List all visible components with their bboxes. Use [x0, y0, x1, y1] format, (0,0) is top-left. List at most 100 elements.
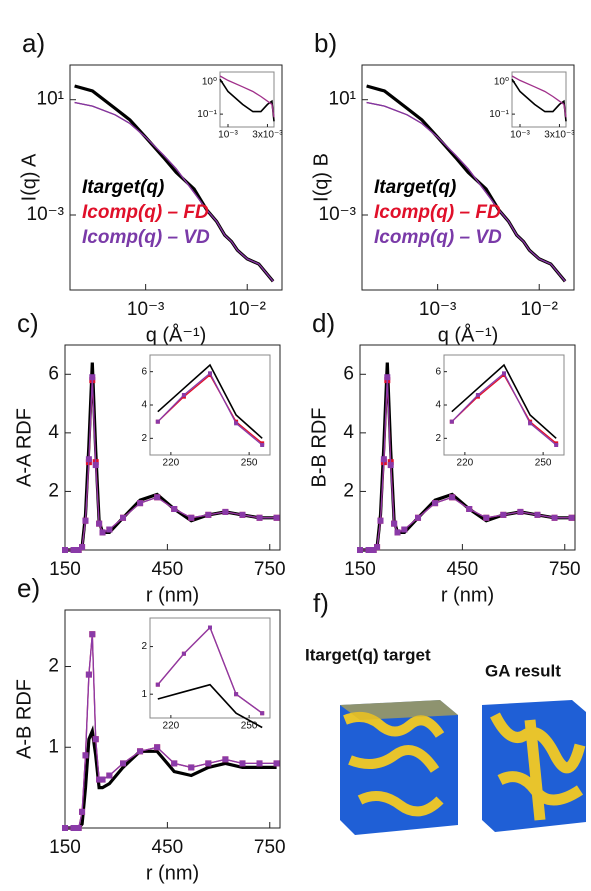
- inset-chart: 220 250 1 2: [141, 617, 271, 732]
- marker: [79, 544, 86, 551]
- marker: [70, 547, 77, 553]
- marker: [475, 393, 480, 397]
- marker: [234, 421, 239, 426]
- y-tick-label: 10¹: [37, 89, 64, 110]
- x-tick-label: 750: [549, 559, 581, 580]
- marker: [85, 671, 92, 678]
- y-tick-label: 4: [435, 400, 441, 411]
- marker: [260, 711, 265, 716]
- marker: [75, 825, 82, 831]
- y-tick-label: 6: [435, 366, 441, 377]
- marker: [466, 506, 473, 512]
- marker: [155, 419, 160, 424]
- marker: [155, 682, 160, 687]
- y-tick-label: 10⁰: [202, 76, 217, 87]
- marker: [528, 421, 533, 426]
- x-tick-label: 10⁻³: [419, 299, 457, 320]
- marker: [106, 526, 113, 533]
- inset-chart: 220 250 2 4 6: [141, 354, 271, 469]
- plot-frame: [443, 354, 565, 456]
- marker: [502, 371, 506, 376]
- marker: [188, 514, 195, 521]
- y-axis-label: I(q) A: [18, 153, 40, 201]
- marker: [500, 511, 507, 518]
- marker: [384, 374, 391, 381]
- result-cube: [482, 700, 586, 832]
- marker: [432, 500, 439, 507]
- series-line: [511, 78, 567, 122]
- x-tick-label: 250: [241, 458, 258, 469]
- legend-entry: Icomp(q) – VD: [82, 227, 210, 248]
- marker: [92, 736, 99, 743]
- marker: [171, 760, 178, 767]
- marker: [554, 443, 559, 447]
- x-tick-label: 10⁻²: [228, 299, 266, 320]
- x-tick-label: 10⁻²: [520, 299, 558, 320]
- x-tick-label: 150: [49, 559, 81, 580]
- marker: [75, 547, 82, 553]
- marker: [96, 520, 103, 527]
- marker: [387, 462, 394, 469]
- marker: [137, 748, 144, 755]
- x-tick-label: 450: [152, 559, 184, 580]
- marker: [222, 508, 229, 515]
- inset-chart: 10⁻³ 3x10⁻³ 10⁰ 10⁻¹: [489, 71, 575, 141]
- marker: [85, 456, 92, 463]
- y-axis-label: B-B RDF: [308, 408, 330, 488]
- series-line: [157, 363, 263, 439]
- y-tick-label: 6: [48, 363, 59, 384]
- x-tick-label: 250: [535, 458, 552, 469]
- y-tick-label: 10⁰: [494, 76, 509, 87]
- caption: GA result: [485, 661, 561, 680]
- marker: [89, 374, 96, 381]
- y-tick-label: 2: [48, 480, 59, 501]
- plot-frame: [149, 354, 271, 456]
- marker: [273, 760, 280, 767]
- marker: [534, 511, 541, 518]
- panel-f: f) Itarget(q) target GA result: [305, 588, 586, 835]
- x-tick-label: 10⁻³: [218, 130, 238, 141]
- series-line: [157, 683, 263, 729]
- y-axis-label: I(q) B: [310, 153, 332, 202]
- marker: [380, 456, 387, 463]
- marker: [370, 547, 377, 553]
- legend-entry: Itarget(q): [82, 177, 164, 198]
- y-tick-label: 10¹: [329, 89, 356, 110]
- series-line: [219, 78, 275, 122]
- x-tick-label: 220: [163, 458, 180, 469]
- marker: [365, 547, 372, 553]
- y-tick-label: 2: [48, 656, 59, 677]
- y-tick-label: 4: [343, 422, 354, 443]
- marker: [208, 625, 212, 630]
- y-tick-label: 2: [141, 433, 147, 444]
- marker: [273, 514, 280, 521]
- y-tick-label: 1: [141, 689, 147, 700]
- panel-label: c): [17, 308, 39, 338]
- marker: [234, 692, 239, 697]
- marker: [181, 393, 186, 397]
- marker: [568, 514, 575, 521]
- x-tick-label: 750: [254, 837, 286, 858]
- series-line: [511, 75, 567, 118]
- legend-entry: Icomp(q) – VD: [374, 227, 502, 248]
- x-tick-label: 10⁻³: [510, 130, 530, 141]
- marker: [256, 760, 263, 767]
- marker: [260, 443, 265, 447]
- x-tick-label: 150: [49, 837, 81, 858]
- marker: [82, 517, 89, 524]
- y-tick-label: 10⁻¹: [489, 109, 509, 120]
- series-line: [219, 75, 275, 118]
- y-tick-label: 1: [48, 736, 59, 757]
- x-axis-label: r (nm): [441, 584, 494, 606]
- marker: [256, 514, 263, 521]
- marker: [415, 514, 422, 521]
- x-tick-label: 750: [254, 559, 286, 580]
- y-tick-label: 6: [343, 363, 354, 384]
- legend-entry: Icomp(q) – FD: [82, 202, 209, 223]
- marker: [188, 764, 195, 771]
- panel-label: a): [22, 28, 45, 58]
- x-axis-label: q (Å⁻¹): [438, 323, 499, 346]
- marker: [82, 752, 89, 759]
- marker: [401, 526, 408, 533]
- y-tick-label: 2: [343, 480, 354, 501]
